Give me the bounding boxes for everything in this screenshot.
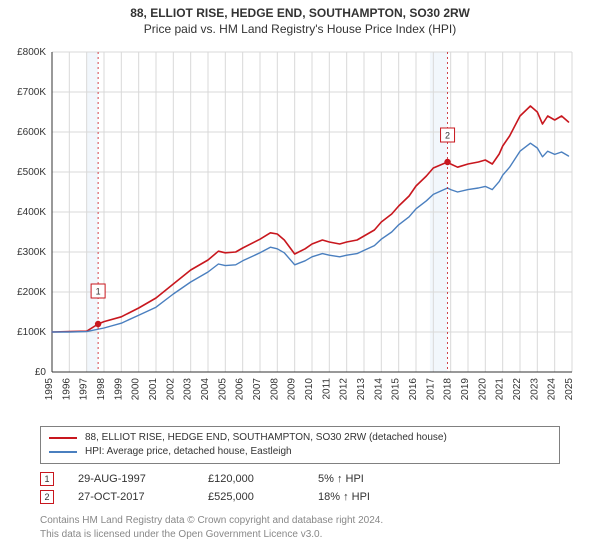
- legend-label: 88, ELLIOT RISE, HEDGE END, SOUTHAMPTON,…: [85, 431, 447, 445]
- svg-text:2002: 2002: [165, 378, 176, 401]
- svg-text:1997: 1997: [79, 378, 90, 401]
- svg-text:2018: 2018: [443, 378, 454, 401]
- svg-text:2008: 2008: [269, 378, 280, 401]
- svg-text:2012: 2012: [339, 378, 350, 401]
- sale-marker: 1: [40, 472, 54, 486]
- sale-price: £120,000: [208, 473, 308, 485]
- svg-text:2006: 2006: [235, 378, 246, 401]
- chart: £0 £100K £200K £300K £400K £500K £600K £700K £80…: [10, 46, 590, 416]
- svg-text:2014: 2014: [373, 378, 384, 401]
- svg-text:2000: 2000: [131, 378, 142, 401]
- legend-item: HPI: Average price, detached house, East…: [49, 445, 551, 459]
- legend-item: 88, ELLIOT RISE, HEDGE END, SOUTHAMPTON,…: [49, 431, 551, 445]
- footer-line-2: This data is licensed under the Open Gov…: [40, 528, 560, 542]
- footer: Contains HM Land Registry data © Crown c…: [40, 514, 560, 541]
- svg-text:2009: 2009: [287, 378, 298, 401]
- svg-text:2017: 2017: [425, 378, 436, 401]
- svg-text:2: 2: [445, 131, 450, 141]
- svg-text:£100K: £100K: [17, 327, 46, 338]
- sales-row: 1 29-AUG-1997 £120,000 5% ↑ HPI: [40, 470, 560, 488]
- svg-text:2021: 2021: [495, 378, 506, 401]
- sale-date: 27-OCT-2017: [78, 491, 198, 503]
- svg-text:2019: 2019: [460, 378, 471, 401]
- svg-text:£300K: £300K: [17, 247, 46, 258]
- svg-text:1999: 1999: [113, 378, 124, 401]
- svg-text:£400K: £400K: [17, 207, 46, 218]
- container: 88, ELLIOT RISE, HEDGE END, SOUTHAMPTON,…: [0, 0, 600, 560]
- svg-text:£200K: £200K: [17, 287, 46, 298]
- sales-table: 1 29-AUG-1997 £120,000 5% ↑ HPI 2 27-OCT-2017…: [40, 470, 560, 506]
- svg-text:1: 1: [96, 287, 101, 297]
- sale-date: 29-AUG-1997: [78, 473, 198, 485]
- svg-text:1995: 1995: [44, 378, 55, 401]
- page-title: 88, ELLIOT RISE, HEDGE END, SOUTHAMPTON,…: [10, 6, 590, 20]
- svg-text:£800K: £800K: [17, 47, 46, 58]
- svg-text:2015: 2015: [391, 378, 402, 401]
- footer-line-1: Contains HM Land Registry data © Crown c…: [40, 514, 560, 528]
- svg-text:2022: 2022: [512, 378, 523, 401]
- svg-text:2024: 2024: [547, 378, 558, 401]
- svg-text:£700K: £700K: [17, 87, 46, 98]
- svg-text:2023: 2023: [529, 378, 540, 401]
- svg-text:£600K: £600K: [17, 127, 46, 138]
- svg-text:2004: 2004: [200, 378, 211, 401]
- svg-text:2001: 2001: [148, 378, 159, 401]
- svg-text:2016: 2016: [408, 378, 419, 401]
- svg-text:2011: 2011: [321, 378, 332, 400]
- svg-text:2007: 2007: [252, 378, 263, 401]
- legend: 88, ELLIOT RISE, HEDGE END, SOUTHAMPTON,…: [40, 426, 560, 464]
- svg-text:1996: 1996: [61, 378, 72, 401]
- page-subtitle: Price paid vs. HM Land Registry's House …: [10, 22, 590, 36]
- sale-marker: 2: [40, 490, 54, 504]
- svg-text:2013: 2013: [356, 378, 367, 401]
- svg-text:2010: 2010: [304, 378, 315, 401]
- svg-text:2005: 2005: [217, 378, 228, 401]
- svg-text:1998: 1998: [96, 378, 107, 401]
- legend-swatch: [49, 451, 77, 453]
- svg-text:£500K: £500K: [17, 167, 46, 178]
- svg-text:2003: 2003: [183, 378, 194, 401]
- svg-text:2025: 2025: [564, 378, 575, 401]
- legend-swatch: [49, 437, 77, 439]
- sale-delta: 18% ↑ HPI: [318, 491, 438, 503]
- legend-label: HPI: Average price, detached house, East…: [85, 445, 292, 459]
- chart-svg: £0 £100K £200K £300K £400K £500K £600K £700K £80…: [10, 46, 590, 416]
- sale-price: £525,000: [208, 491, 308, 503]
- svg-text:£0: £0: [35, 367, 47, 378]
- sales-row: 2 27-OCT-2017 £525,000 18% ↑ HPI: [40, 488, 560, 506]
- sale-delta: 5% ↑ HPI: [318, 473, 438, 485]
- svg-text:2020: 2020: [477, 378, 488, 401]
